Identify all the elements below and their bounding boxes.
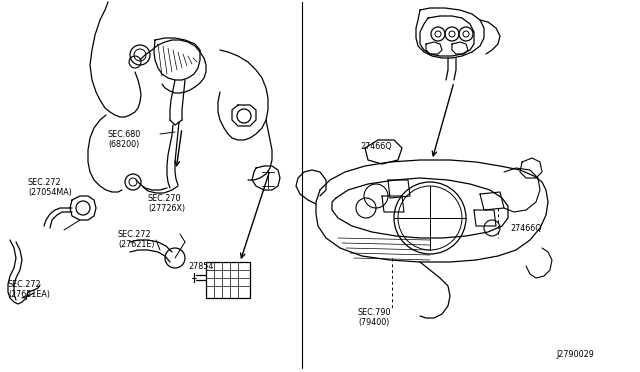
Text: SEC.270
(27726X): SEC.270 (27726X)	[148, 194, 185, 214]
Text: SEC.680
(68200): SEC.680 (68200)	[108, 130, 141, 150]
Text: 27854: 27854	[188, 262, 213, 271]
Text: SEC.790
(79400): SEC.790 (79400)	[358, 308, 392, 327]
Text: SEC.272
(27621EA): SEC.272 (27621EA)	[8, 280, 50, 299]
Text: 27466Q: 27466Q	[360, 142, 392, 151]
Text: SEC.272
(27621E): SEC.272 (27621E)	[118, 230, 154, 249]
Text: SEC.272
(27054MA): SEC.272 (27054MA)	[28, 178, 72, 198]
Text: 27466Q: 27466Q	[510, 224, 541, 233]
Text: J2790029: J2790029	[556, 350, 594, 359]
